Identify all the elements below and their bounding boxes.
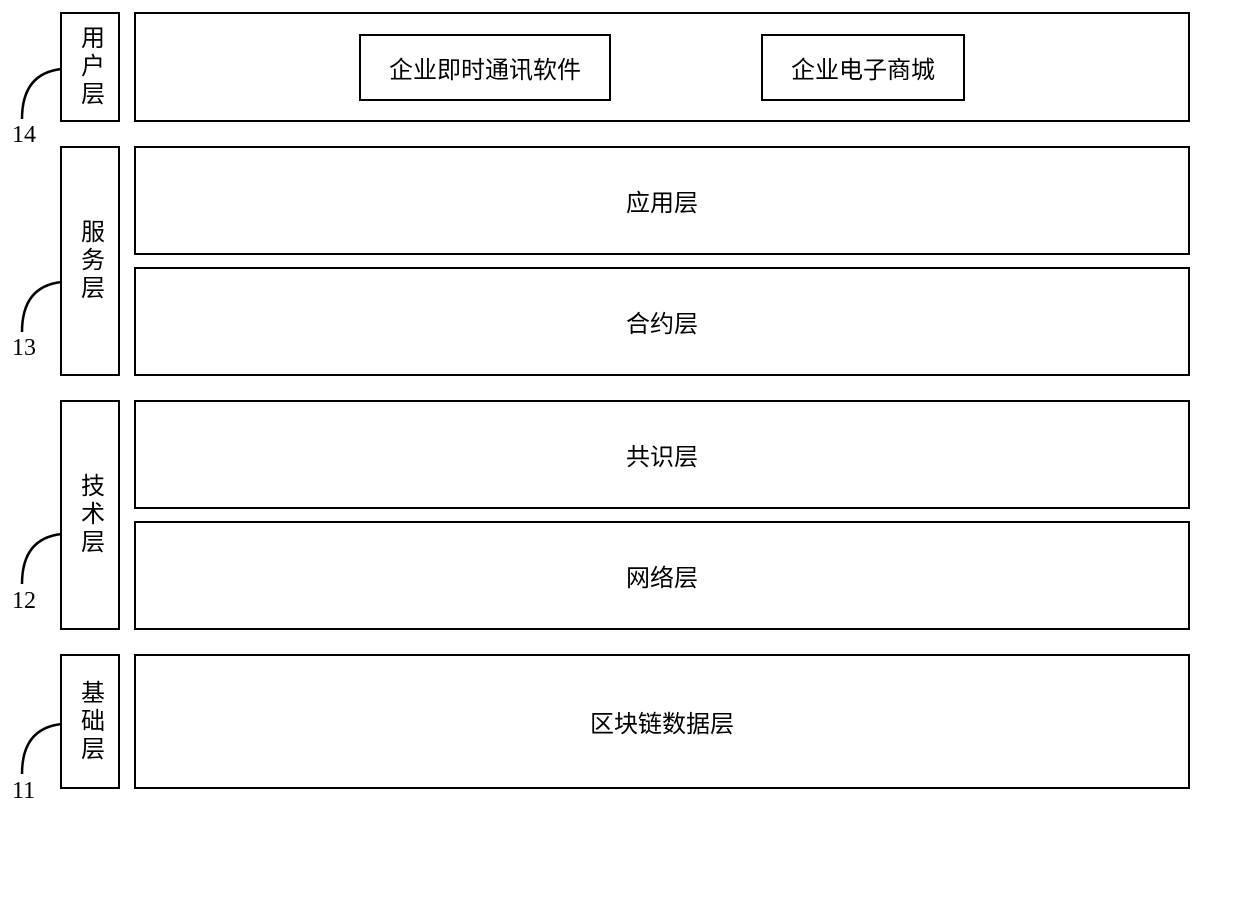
layer-label-text: 服务层 (73, 219, 108, 303)
layer-label-user: 用户层 (60, 12, 120, 122)
box-application: 应用层 (134, 146, 1190, 255)
layer-content-user: 企业即时通讯软件 企业电子商城 (134, 12, 1190, 122)
architecture-diagram: 用户层 企业即时通讯软件 企业电子商城 服务层 应用层 合约层 技术层 共识层 … (60, 12, 1190, 813)
layer-label-text: 用户层 (73, 25, 108, 109)
layer-label-base: 基础层 (60, 654, 120, 789)
layer-label-service: 服务层 (60, 146, 120, 376)
layer-label-text: 技术层 (73, 473, 108, 557)
inner-box-im: 企业即时通讯软件 (359, 34, 611, 101)
box-blockchain-data: 区块链数据层 (134, 654, 1190, 789)
layer-service: 服务层 应用层 合约层 (60, 146, 1190, 376)
box-consensus: 共识层 (134, 400, 1190, 509)
callout-number-12: 12 (12, 588, 36, 615)
inner-box-mall: 企业电子商城 (761, 34, 965, 101)
layer-label-text: 基础层 (73, 680, 108, 764)
layer-label-tech: 技术层 (60, 400, 120, 630)
callout-number-11: 11 (12, 778, 35, 805)
layer-base: 基础层 区块链数据层 (60, 654, 1190, 789)
callout-number-13: 13 (12, 335, 36, 362)
layer-content-tech: 共识层 网络层 (134, 400, 1190, 630)
layer-tech: 技术层 共识层 网络层 (60, 400, 1190, 630)
layer-content-base: 区块链数据层 (134, 654, 1190, 789)
callout-number-14: 14 (12, 122, 36, 149)
box-contract: 合约层 (134, 267, 1190, 376)
box-network: 网络层 (134, 521, 1190, 630)
layer-content-service: 应用层 合约层 (134, 146, 1190, 376)
layer-user: 用户层 企业即时通讯软件 企业电子商城 (60, 12, 1190, 122)
